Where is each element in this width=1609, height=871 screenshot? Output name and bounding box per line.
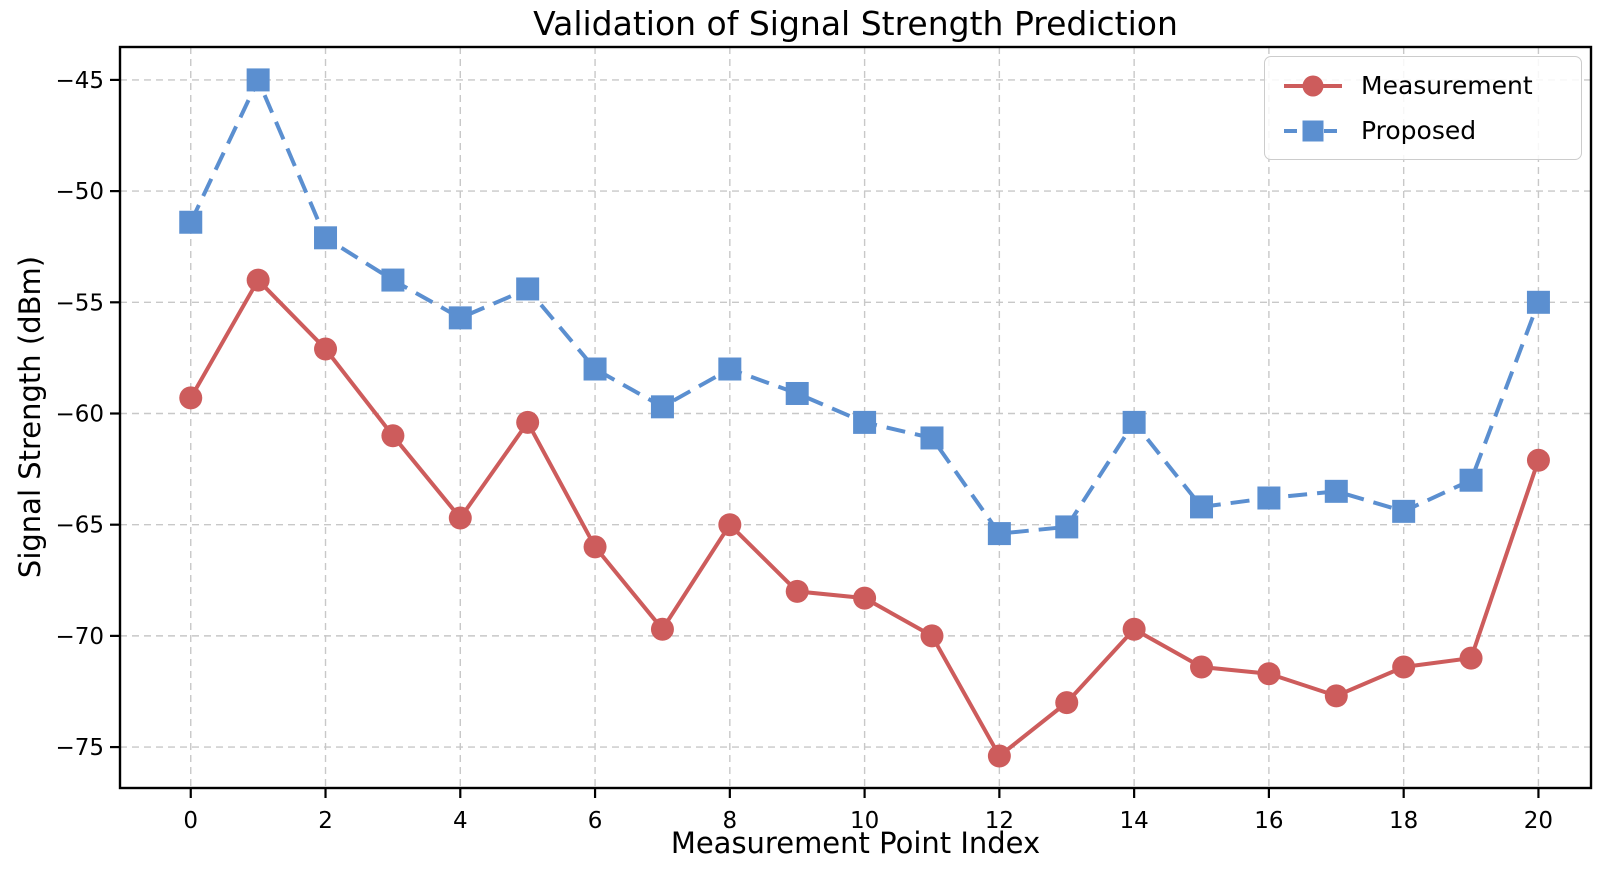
proposed-marker xyxy=(381,268,405,292)
proposed-marker xyxy=(1526,290,1550,314)
x-tick-label: 12 xyxy=(985,808,1014,834)
chart-title: Validation of Signal Strength Prediction xyxy=(533,4,1178,43)
measurement-marker xyxy=(179,386,203,410)
gridlines xyxy=(120,47,1591,788)
proposed-marker xyxy=(853,410,877,434)
proposed-marker xyxy=(583,357,607,381)
legend-label-measurement: Measurement xyxy=(1361,71,1533,100)
measurement-marker xyxy=(853,586,877,610)
series-measurement xyxy=(179,268,1550,768)
legend-item-proposed: Proposed xyxy=(1281,118,1565,144)
proposed-marker xyxy=(920,426,944,450)
legend-item-measurement: Measurement xyxy=(1281,73,1565,99)
proposed-marker xyxy=(314,226,338,250)
proposed-marker xyxy=(650,395,674,419)
plot-border xyxy=(118,45,1593,790)
proposed-marker xyxy=(1190,495,1214,519)
proposed-marker xyxy=(987,522,1011,546)
measurement-marker xyxy=(1257,662,1281,686)
y-tick-label: −70 xyxy=(55,624,104,650)
measurement-marker xyxy=(246,268,270,292)
y-tick-label: −55 xyxy=(55,290,104,316)
legend: Measurement Proposed xyxy=(1264,56,1582,160)
measurement-marker xyxy=(583,535,607,559)
y-tick-label: −50 xyxy=(55,179,104,205)
measurement-marker xyxy=(718,513,742,537)
measurement-marker xyxy=(1526,448,1550,472)
measurement-marker xyxy=(314,337,338,361)
y-axis-label: Signal Strength (dBm) xyxy=(13,255,47,579)
measurement-marker xyxy=(987,744,1011,768)
x-tick-label: 6 xyxy=(588,808,603,834)
series-proposed xyxy=(179,68,1550,546)
measurement-marker xyxy=(785,579,809,603)
x-tick-label: 18 xyxy=(1389,808,1418,834)
proposed-legend-swatch xyxy=(1284,120,1342,141)
proposed-marker xyxy=(1257,486,1281,510)
measurement-legend-swatch xyxy=(1284,75,1342,96)
measurement-marker xyxy=(516,410,540,434)
x-tick-label: 16 xyxy=(1254,808,1283,834)
measurement-marker xyxy=(1392,655,1416,679)
measurement-marker xyxy=(448,506,472,530)
measurement-marker xyxy=(1190,655,1214,679)
proposed-marker xyxy=(246,68,270,92)
measurement-marker xyxy=(1324,684,1348,708)
measurement-legend-marker-icon xyxy=(1302,75,1324,96)
x-tick-label: 2 xyxy=(318,808,333,834)
y-tick-label: −75 xyxy=(55,735,104,761)
proposed-marker xyxy=(448,306,472,330)
x-tick-label: 14 xyxy=(1119,808,1148,834)
x-tick-label: 0 xyxy=(183,808,198,834)
y-tick-label: −45 xyxy=(55,68,104,94)
proposed-marker xyxy=(1122,410,1146,434)
measurement-marker xyxy=(920,624,944,648)
legend-label-proposed: Proposed xyxy=(1361,116,1477,145)
proposed-marker xyxy=(718,357,742,381)
x-tick-label: 20 xyxy=(1524,808,1553,834)
proposed-marker xyxy=(516,277,540,301)
x-tick-label: 8 xyxy=(723,808,738,834)
measurement-marker xyxy=(1459,646,1483,670)
proposed-marker xyxy=(1392,499,1416,523)
measurement-marker xyxy=(650,617,674,641)
proposed-marker xyxy=(179,210,203,234)
axes-ticks: 0 2 4 6 8 10 12 14 16 18 20 −45 −50 −55 −60 −65 −70 −75 xyxy=(55,68,1553,834)
y-tick-label: −65 xyxy=(55,513,104,539)
proposed-marker xyxy=(1055,515,1079,539)
proposed-legend-marker-icon xyxy=(1302,120,1324,141)
measurement-marker xyxy=(381,424,405,448)
measurement-marker xyxy=(1055,691,1079,715)
x-axis-label: Measurement Point Index xyxy=(670,826,1041,860)
x-tick-label: 10 xyxy=(850,808,879,834)
y-tick-label: −60 xyxy=(55,401,104,427)
proposed-marker xyxy=(785,381,809,405)
proposed-marker xyxy=(1324,479,1348,503)
proposed-marker xyxy=(1459,468,1483,492)
measurement-marker xyxy=(1122,617,1146,641)
x-tick-label: 4 xyxy=(453,808,468,834)
